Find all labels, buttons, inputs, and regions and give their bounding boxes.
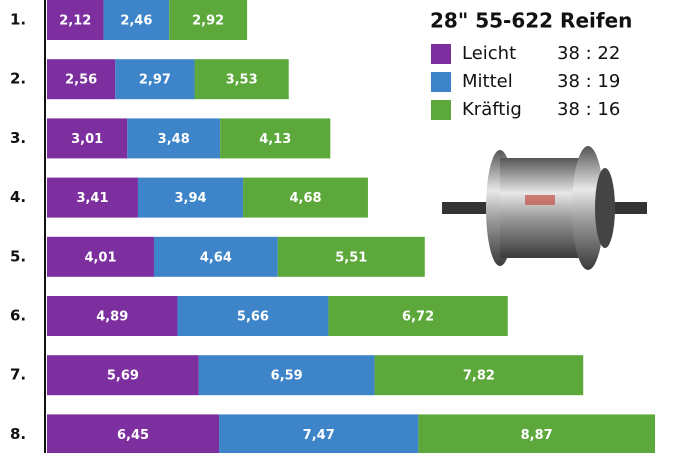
bar-segment bbox=[198, 355, 375, 396]
legend-label: Kräftig bbox=[462, 99, 522, 120]
bar-segment bbox=[194, 59, 289, 100]
value-label: 6,45 bbox=[117, 428, 149, 443]
legend-ratio: 38 : 22 bbox=[557, 43, 620, 64]
value-label: 8,87 bbox=[521, 428, 553, 443]
bar-segment bbox=[243, 177, 368, 218]
bar-segment bbox=[47, 0, 104, 40]
bar-segment bbox=[47, 414, 220, 453]
hub-image bbox=[442, 146, 647, 270]
category-label: 8. bbox=[10, 425, 26, 443]
bar-segment bbox=[169, 0, 248, 40]
bar-segment bbox=[47, 355, 199, 396]
value-label: 3,94 bbox=[174, 191, 206, 206]
value-label: 2,97 bbox=[139, 73, 171, 88]
category-label: 7. bbox=[10, 366, 26, 384]
bar-segment bbox=[277, 236, 425, 277]
bar-segment bbox=[47, 59, 116, 100]
bar-segment bbox=[220, 118, 331, 159]
value-label: 3,01 bbox=[71, 132, 103, 147]
legend-label: Leicht bbox=[462, 43, 516, 64]
bar-segment bbox=[47, 177, 138, 218]
category-label: 2. bbox=[10, 70, 26, 88]
value-label: 4,68 bbox=[289, 191, 321, 206]
value-label: 5,66 bbox=[237, 310, 269, 325]
bar-segment bbox=[47, 118, 128, 159]
bar-segment bbox=[115, 59, 195, 100]
value-label: 7,82 bbox=[463, 369, 495, 384]
value-label: 5,69 bbox=[107, 369, 139, 384]
bar-segment bbox=[328, 296, 508, 336]
value-label: 4,13 bbox=[259, 132, 291, 147]
value-label: 6,59 bbox=[271, 369, 303, 384]
category-label: 4. bbox=[10, 188, 26, 206]
category-label: 1. bbox=[10, 11, 26, 29]
legend-swatch bbox=[431, 72, 451, 92]
value-label: 6,72 bbox=[402, 310, 434, 325]
value-label: 3,48 bbox=[158, 132, 190, 147]
category-label: 3. bbox=[10, 129, 26, 147]
bar-segment bbox=[47, 236, 154, 277]
legend-ratio: 38 : 16 bbox=[557, 99, 620, 120]
bar-segment bbox=[177, 296, 329, 336]
legend-label: Mittel bbox=[462, 71, 513, 92]
legend-swatch bbox=[431, 44, 451, 64]
value-label: 2,92 bbox=[192, 14, 224, 29]
bar-segment bbox=[137, 177, 244, 218]
value-label: 2,12 bbox=[59, 14, 91, 29]
bar-segment bbox=[103, 0, 170, 40]
value-label: 5,51 bbox=[335, 250, 367, 265]
value-label: 4,64 bbox=[200, 250, 232, 265]
bar-segment bbox=[153, 236, 278, 277]
bar-segment bbox=[374, 355, 584, 396]
bar-segment bbox=[219, 414, 419, 453]
chart-title: 28" 55-622 Reifen bbox=[430, 9, 632, 33]
value-label: 2,56 bbox=[65, 73, 97, 88]
bar-segment bbox=[127, 118, 221, 159]
value-label: 3,53 bbox=[226, 73, 258, 88]
bar-segment bbox=[47, 296, 178, 336]
value-label: 2,46 bbox=[120, 14, 152, 29]
value-label: 7,47 bbox=[303, 428, 335, 443]
category-label: 5. bbox=[10, 247, 26, 265]
legend-swatch bbox=[431, 100, 451, 120]
legend-ratio: 38 : 19 bbox=[557, 71, 620, 92]
value-label: 3,41 bbox=[76, 191, 108, 206]
value-label: 4,01 bbox=[84, 250, 116, 265]
value-label: 4,89 bbox=[96, 310, 128, 325]
category-label: 6. bbox=[10, 307, 26, 325]
bar-segment bbox=[418, 414, 655, 453]
